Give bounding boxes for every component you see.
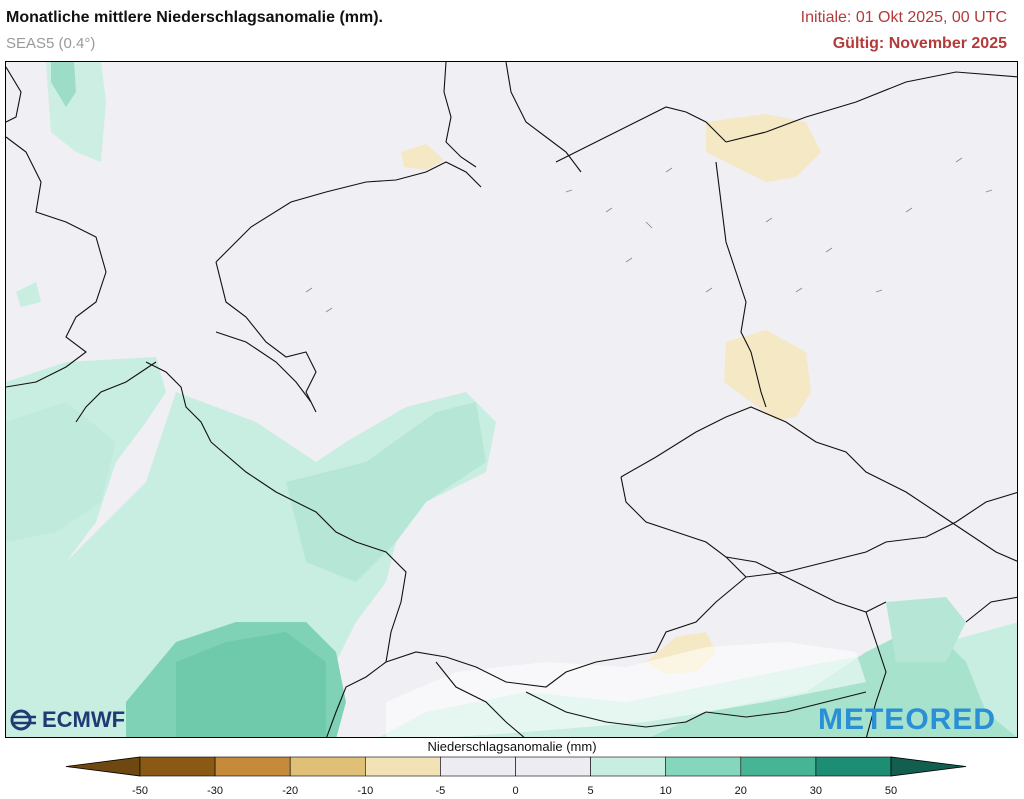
country-borders [6, 62, 1017, 737]
map-canvas [6, 62, 1017, 737]
wet-anomaly-areas [6, 62, 1017, 737]
colorbar-bin [440, 756, 516, 777]
valid-period: Gültig: November 2025 [832, 35, 1007, 52]
colorbar-tick-label: -10 [357, 785, 374, 797]
colorbar-arrow-low [65, 756, 141, 777]
colorbar-arrow-high [890, 756, 967, 777]
colorbar-tick-label: 30 [809, 785, 823, 797]
colorbar-bin [364, 756, 441, 777]
colorbar-bin [815, 756, 892, 777]
colorbar-tick-label: -50 [132, 785, 148, 797]
colorbar-bin [515, 756, 591, 777]
model-label: SEAS5 (0.4°) [6, 35, 96, 52]
colorbar-bin [214, 756, 291, 777]
colorbar-tick-label: 5 [587, 785, 594, 797]
dry-anomaly-areas [401, 114, 821, 674]
colorbar-tick-label: -5 [435, 785, 446, 797]
colorbar-bin [289, 756, 366, 777]
colorbar-tick-label: -30 [207, 785, 224, 797]
colorbar-bin [665, 756, 742, 777]
ecmwf-logo: ECMWF [10, 707, 125, 733]
alps-relief [386, 642, 866, 737]
ecmwf-wordmark: ECMWF [42, 707, 126, 732]
map-title: Monatliche mittlere Niederschlagsanomali… [6, 9, 383, 26]
colorbar-tick-label: 20 [734, 785, 747, 797]
colorbar-bin [590, 756, 666, 777]
init-time: Initiale: 01 Okt 2025, 00 UTC [800, 9, 1007, 26]
ecmwf-icon [10, 709, 36, 731]
colorbar-tick-label: -20 [282, 785, 299, 797]
colorbar [65, 756, 967, 777]
colorbar-tick-label: 50 [884, 785, 898, 797]
meteored-logo: METEORED [817, 703, 996, 736]
precipitation-anomaly-map [5, 61, 1018, 738]
legend-title: Niederschlagsanomalie (mm) [427, 739, 597, 754]
colorbar-tick-label: 10 [659, 785, 672, 797]
colorbar-bin [139, 756, 216, 777]
colorbar-bin [740, 756, 817, 777]
colorbar-tick-label: 0 [512, 785, 519, 797]
lakes [305, 157, 993, 313]
